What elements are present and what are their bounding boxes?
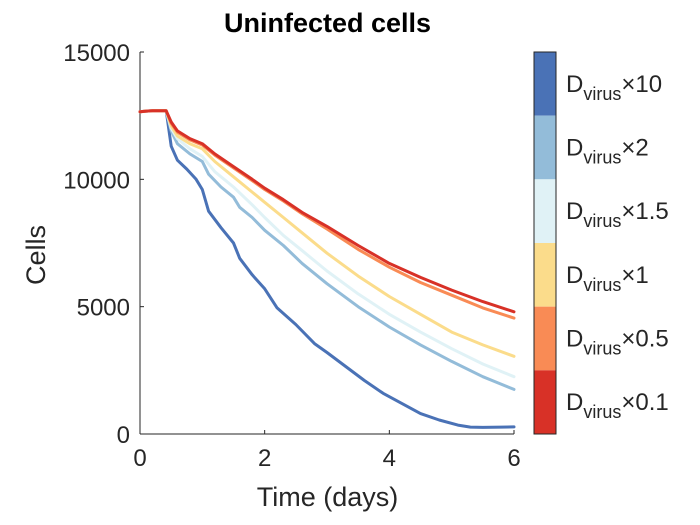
colorbar-frame (533, 51, 557, 435)
series-line-2 (138, 109, 516, 379)
x-tick-label: 6 (507, 445, 520, 472)
x-axis-label: Time (days) (256, 482, 399, 512)
y-tick-label: 15000 (63, 40, 130, 67)
x-tick-label: 2 (258, 445, 271, 472)
y-tick-label: 0 (117, 422, 130, 449)
colorbar-label-0: Dvirus×10 (566, 71, 662, 104)
colorbar-swatch-1 (534, 115, 556, 180)
series-line-0 (138, 109, 516, 429)
chart-title: Uninfected cells (223, 8, 432, 38)
colorbar-label-2: Dvirus×1.5 (566, 198, 669, 231)
series-line-5 (138, 109, 516, 314)
colorbar-swatch-5 (534, 370, 556, 434)
series-line-3 (138, 109, 516, 358)
colorbar-swatch-4 (534, 306, 556, 371)
colorbar-swatch-0 (534, 52, 556, 116)
colorbar-label-1: Dvirus×2 (566, 135, 649, 168)
colorbar-label-3: Dvirus×1 (566, 262, 649, 295)
colorbar-label-5: Dvirus×0.1 (566, 389, 669, 422)
colorbar-swatch-3 (534, 243, 556, 307)
colorbar-swatch-2 (534, 179, 556, 243)
y-tick-label: 5000 (77, 295, 130, 322)
colorbar-label-4: Dvirus×0.5 (566, 326, 669, 359)
y-tick-label: 10000 (63, 167, 130, 194)
x-tick-label: 4 (383, 445, 396, 472)
x-tick-label: 0 (133, 445, 146, 472)
